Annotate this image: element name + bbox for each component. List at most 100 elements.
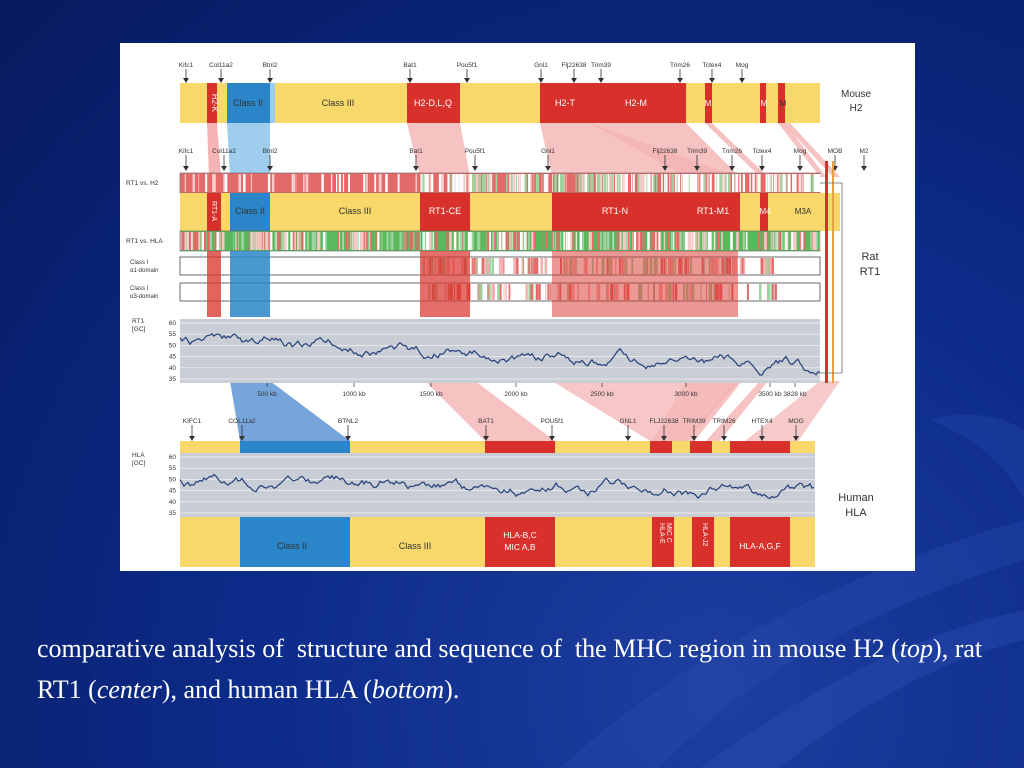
mhc-comparison-figure: Kifc1 Col11a2 Btnl2 Bat1 Pou5f1 Gnl1 Flj22638 T… bbox=[120, 43, 915, 571]
rat-label-line1: Rat bbox=[861, 251, 878, 263]
mouse-h2-map: H2-K Class II Class III H2-D,L,Q H2-T H2… bbox=[180, 83, 871, 123]
class1-a1-label2: α1-domain bbox=[130, 268, 158, 274]
gene-label-human: MOG bbox=[788, 418, 804, 425]
human-region-micc: MIC C bbox=[665, 523, 672, 543]
caption-part2: ), rat RT1 ( bbox=[37, 634, 989, 704]
gc-tick-label: 55 bbox=[169, 331, 177, 338]
gene-label-mouse: Bat1 bbox=[403, 62, 417, 69]
caption-part3: ), and human HLA ( bbox=[161, 675, 372, 704]
gene-label-human: POU5f1 bbox=[540, 418, 564, 425]
gene-label-rat: Btnl2 bbox=[263, 148, 278, 155]
gc-tick-label: 45 bbox=[169, 488, 177, 495]
rt1-gc-tick-labels: 60 55 50 45 40 35 bbox=[169, 320, 177, 383]
gene-label-rat: Kifc1 bbox=[179, 148, 194, 155]
gene-label-rat: Col11a2 bbox=[212, 148, 236, 155]
human-region-hlaj2: HLA-J2 bbox=[701, 523, 708, 546]
mouse-region-class3: Class III bbox=[322, 98, 355, 108]
rat-region-rt1ce: RT1-CE bbox=[429, 206, 461, 216]
caption-part1: comparative analysis of structure and se… bbox=[37, 634, 900, 663]
kb-tick-label: 500 kb bbox=[257, 391, 277, 398]
human-region-hlabc: HLA-B,C bbox=[503, 530, 537, 540]
mouse-region-m3: M bbox=[780, 99, 787, 108]
rt1-gc-plot-bg bbox=[180, 319, 820, 383]
rt1-vs-hla-label: RT1 vs. HLA bbox=[126, 238, 163, 245]
mouse-region-class2: Class II bbox=[233, 98, 263, 108]
caption-bottom: bottom bbox=[371, 675, 445, 704]
gc-tick-label: 45 bbox=[169, 354, 177, 361]
gene-label-rat: MOB bbox=[828, 148, 843, 155]
rat-region-m4: M4 bbox=[759, 207, 771, 216]
gene-label-mouse: Gnl1 bbox=[534, 62, 548, 69]
class1-a1-label1: Class I bbox=[130, 260, 149, 266]
kb-tick-label: 3828 kb bbox=[783, 391, 807, 398]
rat-region-class2: Class II bbox=[235, 206, 265, 216]
mhc-map-diagram: Kifc1 Col11a2 Btnl2 Bat1 Pou5f1 Gnl1 Flj22638 T… bbox=[126, 62, 880, 567]
gene-label-mouse: Kifc1 bbox=[179, 62, 194, 69]
mouse-region-m1: M bbox=[705, 99, 712, 108]
hla-gc-gridlines bbox=[180, 456, 815, 514]
class1-a3-label1: Class I bbox=[130, 286, 149, 292]
gc-tick-label: 50 bbox=[169, 342, 177, 349]
mouse-region-m2: M bbox=[761, 99, 768, 108]
human-hla-map: 60 55 50 45 40 35 HLA [GC] Class II Class III… bbox=[132, 441, 874, 567]
human-region-micab: MIC A,B bbox=[504, 542, 536, 552]
gene-label-human: TRIM26 bbox=[712, 418, 736, 425]
gene-label-rat: Mog bbox=[794, 148, 807, 155]
kb-tick-label: 3000 kb bbox=[674, 391, 698, 398]
gene-label-rat: Bat1 bbox=[409, 148, 423, 155]
kb-tick-label: 2500 kb bbox=[590, 391, 614, 398]
gc-tick-label: 60 bbox=[169, 454, 177, 461]
hla-gc-label2: [GC] bbox=[132, 460, 146, 467]
gene-label-rat: Pou5f1 bbox=[465, 148, 486, 155]
mouse-region-h2m: H2-M bbox=[625, 98, 647, 108]
human-region-hlaagf: HLA-A,G,F bbox=[739, 541, 781, 551]
kb-tick-label: 1000 kb bbox=[342, 391, 366, 398]
rt1-gc-label2: [GC] bbox=[132, 326, 146, 333]
gene-label-human: COL11a2 bbox=[228, 418, 256, 425]
hla-gc-curve bbox=[179, 473, 815, 500]
kb-tick-label: 3500 kb bbox=[758, 391, 782, 398]
gene-label-rat: Trim39 bbox=[687, 148, 707, 155]
slide-caption: comparative analysis of structure and se… bbox=[37, 628, 987, 710]
gc-tick-label: 35 bbox=[169, 510, 177, 517]
gene-label-human: FLJ22638 bbox=[650, 418, 679, 425]
gene-label-mouse: Pou5f1 bbox=[457, 62, 478, 69]
gene-label-human: HTEX4 bbox=[752, 418, 773, 425]
mouse-region-h2t: H2-T bbox=[555, 98, 576, 108]
gene-label-rat: Gnl1 bbox=[541, 148, 555, 155]
kb-tick-label: 2000 kb bbox=[504, 391, 528, 398]
gene-label-human: TRIM39 bbox=[682, 418, 706, 425]
rt1-vs-h2-label: RT1 vs. H2 bbox=[126, 180, 159, 187]
rat-region-m3a: M3A bbox=[795, 207, 812, 216]
rt1-gc-label1: RT1 bbox=[132, 318, 145, 325]
gc-tick-label: 55 bbox=[169, 465, 177, 472]
gene-label-human: BAT1 bbox=[478, 418, 494, 425]
gene-label-rat: Flj22638 bbox=[653, 148, 678, 155]
kb-axis-labels: 500 kb 1000 kb 1500 kb 2000 kb 2500 kb 3000 k… bbox=[257, 383, 807, 398]
rat-gene-markers: Kifc1 Col11a2 Btnl2 Bat1 Pou5f1 Gnl1 Flj22638 T… bbox=[179, 148, 869, 171]
mouse-region-h2k: H2-K bbox=[210, 94, 219, 113]
gene-label-mouse: Btnl2 bbox=[263, 62, 278, 69]
caption-center: center bbox=[96, 675, 162, 704]
gene-label-mouse: Trim26 bbox=[670, 62, 690, 69]
caption-top: top bbox=[899, 634, 934, 663]
gene-label-mouse: Tctex4 bbox=[703, 62, 722, 69]
kb-tick-label: 1500 kb bbox=[419, 391, 443, 398]
human-region-class2: Class II bbox=[277, 541, 307, 551]
human-label-line2: HLA bbox=[845, 507, 867, 519]
gc-tick-label: 35 bbox=[169, 376, 177, 383]
caption-part4: ). bbox=[444, 675, 460, 704]
gc-tick-label: 60 bbox=[169, 320, 177, 327]
gc-tick-label: 50 bbox=[169, 476, 177, 483]
gene-label-human: KIFC1 bbox=[183, 418, 202, 425]
mouse-label-line1: Mouse bbox=[841, 89, 871, 100]
rt1-vs-h2-stripes bbox=[184, 174, 821, 192]
gc-tick-label: 40 bbox=[169, 365, 177, 372]
hla-gc-tick-labels: 60 55 50 45 40 35 bbox=[169, 454, 177, 517]
human-region-class3: Class III bbox=[399, 541, 432, 551]
rat-region-rt1a: RT1-A bbox=[210, 201, 217, 221]
mouse-gene-markers: Kifc1 Col11a2 Btnl2 Bat1 Pou5f1 Gnl1 Flj22638 T… bbox=[179, 62, 749, 83]
gene-label-mouse: Flj22638 bbox=[562, 62, 587, 69]
